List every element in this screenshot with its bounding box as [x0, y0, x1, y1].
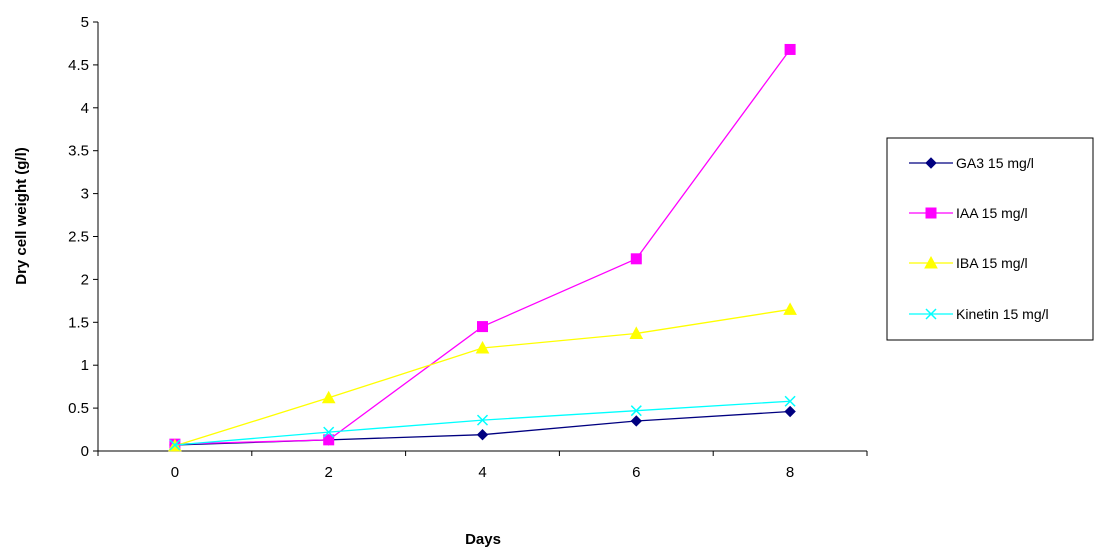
data-point [321, 390, 336, 404]
legend-box [886, 137, 1094, 341]
data-point [476, 428, 489, 441]
data-point [784, 43, 796, 55]
data-point [784, 395, 796, 407]
legend-item: GA3 15 mg/l [909, 155, 1034, 171]
data-point [323, 426, 335, 438]
axes [93, 21, 868, 456]
legend-label: IAA 15 mg/l [956, 205, 1028, 221]
legend-item: IAA 15 mg/l [909, 205, 1028, 221]
data-point [323, 434, 335, 446]
data-point [783, 302, 797, 315]
series-1 [169, 405, 796, 451]
y-tick-labels: 0 0.5 1 1.5 2 2.5 3 3.5 4 4.5 5 [68, 14, 89, 460]
legend-item: IBA 15 mg/l [909, 255, 1028, 271]
series-4 [169, 395, 796, 451]
legend-item: Kinetin 15 mg/l [909, 306, 1049, 322]
x-tick-label: 0 [171, 464, 179, 481]
legend-marker [925, 207, 937, 219]
legend-marker [925, 308, 937, 320]
legend-label: GA3 15 mg/l [956, 155, 1034, 171]
legend-label: IBA 15 mg/l [956, 255, 1028, 271]
y-tick-label: 3.5 [68, 143, 89, 160]
x-tick-label: 4 [478, 464, 486, 481]
y-tick-label: 4.5 [68, 57, 89, 74]
legend-marker [924, 255, 938, 269]
x-tick-label: 2 [325, 464, 333, 481]
x-axis-title: Days [465, 531, 501, 548]
y-tick-label: 4 [81, 100, 89, 117]
series-layer [168, 43, 797, 452]
x-tick-label: 8 [786, 464, 794, 481]
series-line [174, 49, 791, 445]
y-tick-label: 3 [81, 186, 89, 203]
y-tick-label: 2 [81, 271, 89, 288]
y-tick-label: 0 [81, 443, 89, 460]
legend: GA3 15 mg/l IAA 15 mg/l IBA 15 mg/l Kinetin… [886, 137, 1094, 341]
data-point [630, 405, 642, 417]
data-point [630, 415, 643, 427]
data-point [476, 414, 489, 426]
y-tick-label: 2.5 [68, 229, 89, 246]
y-tick-label: 1.5 [68, 314, 89, 331]
data-point [784, 405, 796, 418]
y-tick-label: 5 [81, 14, 89, 31]
data-point [169, 439, 181, 451]
legend-marker [925, 157, 937, 169]
data-point [477, 321, 488, 333]
x-tick-label: 6 [632, 464, 640, 481]
x-tick-labels: 0 2 4 6 8 [171, 464, 795, 481]
y-tick-label: 0.5 [68, 400, 89, 417]
y-axis-title: Dry cell weight (g/l) [13, 147, 30, 285]
series-2 [169, 43, 796, 450]
y-tick-label: 1 [81, 357, 89, 374]
data-point [629, 326, 644, 339]
data-point [475, 340, 490, 354]
legend-label: Kinetin 15 mg/l [956, 306, 1049, 322]
data-point [630, 253, 642, 265]
